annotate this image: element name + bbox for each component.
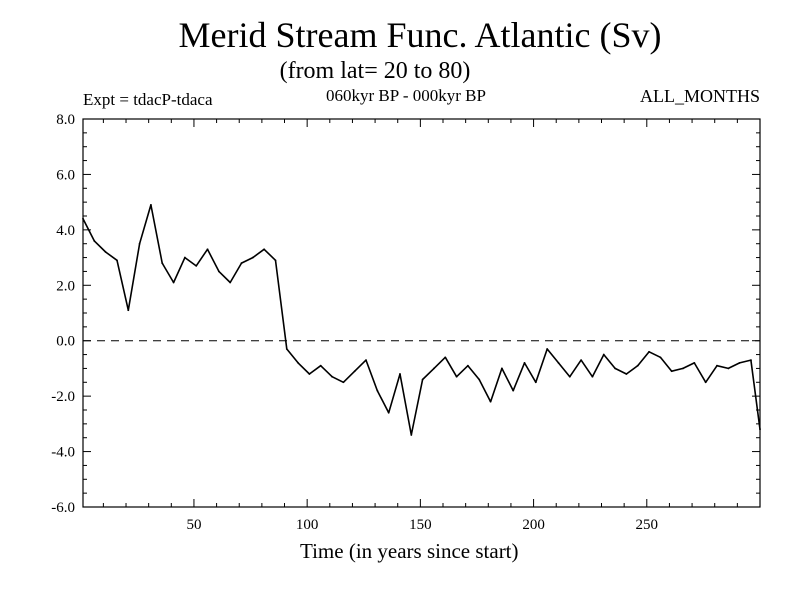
data-point bbox=[727, 367, 730, 370]
y-tick-label: 0.0 bbox=[56, 334, 75, 350]
data-point bbox=[670, 370, 673, 373]
data-point bbox=[523, 361, 526, 364]
chart-title: Merid Stream Func. Atlantic (Sv) bbox=[178, 15, 662, 55]
data-point bbox=[342, 381, 345, 384]
data-point bbox=[693, 361, 696, 364]
data-point bbox=[433, 367, 435, 370]
ticks-layer: -6.0 -4.0 -2.0 0.0 2.0 4.0 6.0 8.0 50 100 150 200 25… bbox=[51, 112, 760, 533]
series-line bbox=[82, 204, 761, 436]
x-tick-label: 50 bbox=[186, 517, 201, 533]
y-tick-label: -6.0 bbox=[51, 500, 75, 516]
data-point bbox=[217, 270, 220, 273]
data-point bbox=[614, 367, 616, 370]
data-point bbox=[455, 375, 458, 378]
data-point bbox=[376, 389, 379, 392]
data-point bbox=[104, 251, 107, 253]
data-point bbox=[331, 375, 333, 378]
y-tick-label: 6.0 bbox=[56, 167, 75, 183]
data-point bbox=[704, 381, 707, 384]
data-point bbox=[591, 375, 594, 378]
data-point bbox=[365, 359, 367, 362]
y-tick-label: -4.0 bbox=[51, 445, 75, 461]
data-point bbox=[150, 204, 152, 206]
data-point bbox=[738, 361, 741, 364]
data-point bbox=[319, 364, 322, 367]
data-point bbox=[568, 375, 571, 378]
time-range-label: 060kyr BP - 000kyr BP bbox=[326, 86, 486, 105]
y-tick-label: 8.0 bbox=[56, 112, 75, 128]
data-point bbox=[387, 411, 390, 414]
data-point bbox=[602, 353, 605, 356]
data-point bbox=[534, 381, 537, 384]
x-tick-label: 250 bbox=[636, 517, 659, 533]
data-point bbox=[206, 248, 209, 251]
plot-frame bbox=[82, 118, 761, 508]
data-point bbox=[557, 361, 560, 364]
data-point bbox=[580, 359, 583, 362]
data-point bbox=[399, 373, 401, 375]
data-point bbox=[308, 373, 311, 375]
data-point bbox=[161, 262, 164, 265]
series-layer bbox=[82, 204, 761, 436]
data-point bbox=[240, 262, 243, 265]
data-point bbox=[478, 378, 481, 381]
x-axis-label: Time (in years since start) bbox=[300, 539, 519, 563]
data-point bbox=[353, 370, 356, 373]
x-tick-label: 200 bbox=[522, 517, 545, 533]
data-point bbox=[682, 367, 684, 370]
data-point bbox=[195, 264, 198, 267]
y-tick-label: 2.0 bbox=[56, 278, 75, 294]
data-point bbox=[229, 281, 232, 284]
experiment-label: Expt = tdacP-tdaca bbox=[83, 90, 213, 109]
data-point bbox=[489, 400, 492, 403]
data-point bbox=[138, 242, 141, 245]
y-tick-label: -2.0 bbox=[51, 389, 75, 405]
data-point bbox=[251, 256, 254, 259]
data-point bbox=[274, 259, 277, 262]
y-tick-label: 4.0 bbox=[56, 223, 75, 239]
months-label: ALL_MONTHS bbox=[640, 86, 760, 106]
data-point bbox=[659, 356, 662, 359]
data-point bbox=[421, 378, 424, 381]
data-point bbox=[636, 364, 639, 367]
data-point bbox=[172, 281, 175, 284]
data-point bbox=[93, 240, 96, 242]
chart-subtitle: (from lat= 20 to 80) bbox=[279, 58, 471, 84]
data-point bbox=[750, 359, 752, 362]
x-tick-label: 150 bbox=[409, 517, 432, 533]
data-point bbox=[716, 364, 718, 367]
data-point bbox=[116, 259, 118, 262]
data-point bbox=[546, 348, 549, 350]
data-point bbox=[444, 356, 447, 359]
data-point bbox=[467, 364, 469, 367]
data-point bbox=[648, 350, 650, 353]
data-point bbox=[263, 248, 266, 251]
data-point bbox=[410, 434, 413, 436]
data-point bbox=[500, 367, 503, 370]
data-point bbox=[285, 348, 288, 350]
data-point bbox=[512, 389, 515, 392]
data-point bbox=[297, 361, 300, 364]
data-point bbox=[183, 256, 186, 259]
data-point bbox=[625, 373, 628, 375]
data-point bbox=[127, 309, 130, 312]
x-tick-label: 100 bbox=[296, 517, 319, 533]
